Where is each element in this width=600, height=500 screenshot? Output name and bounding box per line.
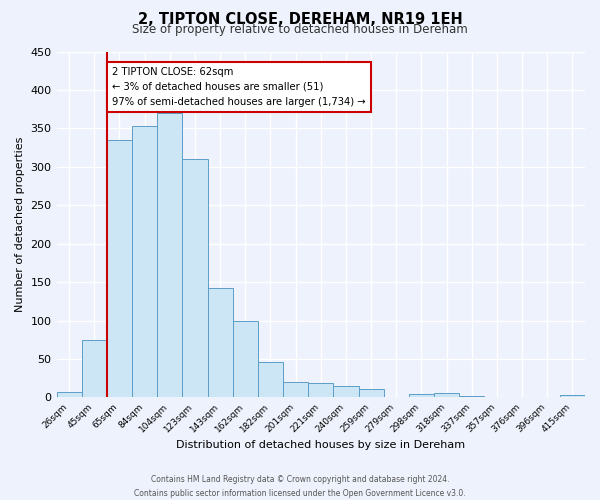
Bar bbox=[459, 396, 484, 398]
Text: 2, TIPTON CLOSE, DEREHAM, NR19 1EH: 2, TIPTON CLOSE, DEREHAM, NR19 1EH bbox=[137, 12, 463, 28]
Bar bbox=[82, 340, 107, 398]
Text: Size of property relative to detached houses in Dereham: Size of property relative to detached ho… bbox=[132, 24, 468, 36]
Bar bbox=[409, 394, 434, 398]
Bar bbox=[107, 140, 132, 398]
Text: 2 TIPTON CLOSE: 62sqm
← 3% of detached houses are smaller (51)
97% of semi-detac: 2 TIPTON CLOSE: 62sqm ← 3% of detached h… bbox=[112, 67, 365, 106]
Bar bbox=[182, 159, 208, 398]
Bar bbox=[283, 382, 308, 398]
Bar bbox=[208, 288, 233, 398]
Bar bbox=[132, 126, 157, 398]
Bar bbox=[56, 392, 82, 398]
Bar bbox=[233, 322, 258, 398]
Bar bbox=[258, 362, 283, 398]
Bar bbox=[434, 393, 459, 398]
Bar bbox=[334, 386, 359, 398]
Bar bbox=[484, 396, 509, 398]
Y-axis label: Number of detached properties: Number of detached properties bbox=[15, 137, 25, 312]
Bar bbox=[560, 395, 585, 398]
Text: Contains HM Land Registry data © Crown copyright and database right 2024.
Contai: Contains HM Land Registry data © Crown c… bbox=[134, 476, 466, 498]
Bar bbox=[308, 383, 334, 398]
Bar bbox=[509, 396, 535, 398]
X-axis label: Distribution of detached houses by size in Dereham: Distribution of detached houses by size … bbox=[176, 440, 466, 450]
Bar bbox=[359, 389, 383, 398]
Bar bbox=[157, 113, 182, 398]
